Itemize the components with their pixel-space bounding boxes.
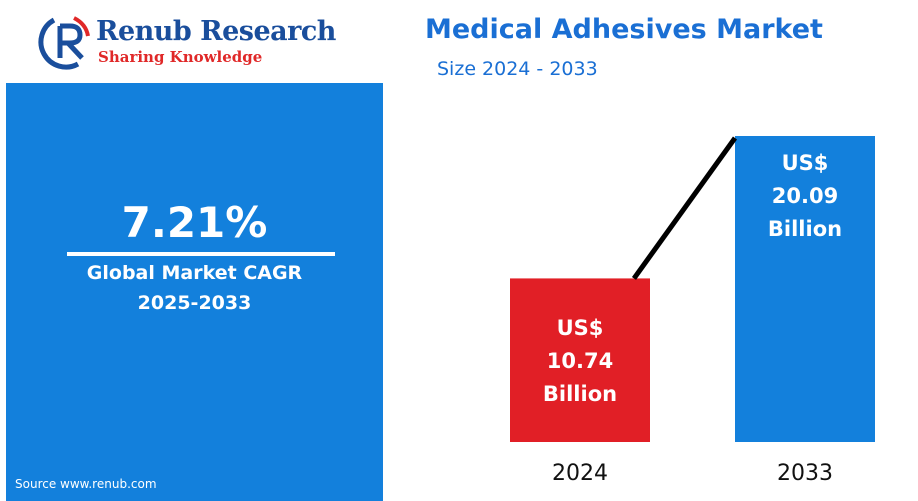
- x-tick-2033: 2033: [777, 461, 833, 486]
- cagr-period: 2025-2033: [137, 292, 252, 314]
- renub-logo-icon: [38, 16, 90, 70]
- cagr-panel: 7.21% Global Market CAGR 2025-2033 Sourc…: [6, 83, 383, 501]
- bar-2033: [735, 136, 875, 442]
- data-label-2033-1: 20.09: [772, 184, 838, 208]
- cagr-value: 7.21%: [121, 198, 268, 247]
- brand-name: Renub Research: [96, 16, 336, 47]
- data-label-2033-2: Billion: [768, 217, 842, 241]
- brand-tagline: Sharing Knowledge: [98, 48, 263, 66]
- source-note: Source www.renub.com: [15, 477, 157, 491]
- page-title: Medical Adhesives Market: [425, 14, 823, 45]
- data-label-2024-0: US$: [557, 316, 604, 340]
- cagr-label: Global Market CAGR: [86, 262, 303, 284]
- page-subtitle: Size 2024 - 2033: [437, 58, 598, 80]
- market-size-chart-svg: US$ 10.74 Billion 2024 US$ 20.09 Billion 2033: [510, 136, 875, 486]
- bar-2024: [510, 278, 650, 442]
- x-tick-2024: 2024: [552, 461, 608, 486]
- data-label-2033-0: US$: [782, 151, 829, 175]
- trend-connector-line: [631, 136, 738, 280]
- market-size-chart: US$ 10.74 Billion 2024 US$ 20.09 Billion 2033: [480, 110, 910, 501]
- data-label-2024-1: 10.74: [547, 349, 613, 373]
- data-label-2024-2: Billion: [543, 382, 617, 406]
- brand-logo: Renub Research Sharing Knowledge: [34, 10, 336, 74]
- cagr-divider: [67, 252, 335, 256]
